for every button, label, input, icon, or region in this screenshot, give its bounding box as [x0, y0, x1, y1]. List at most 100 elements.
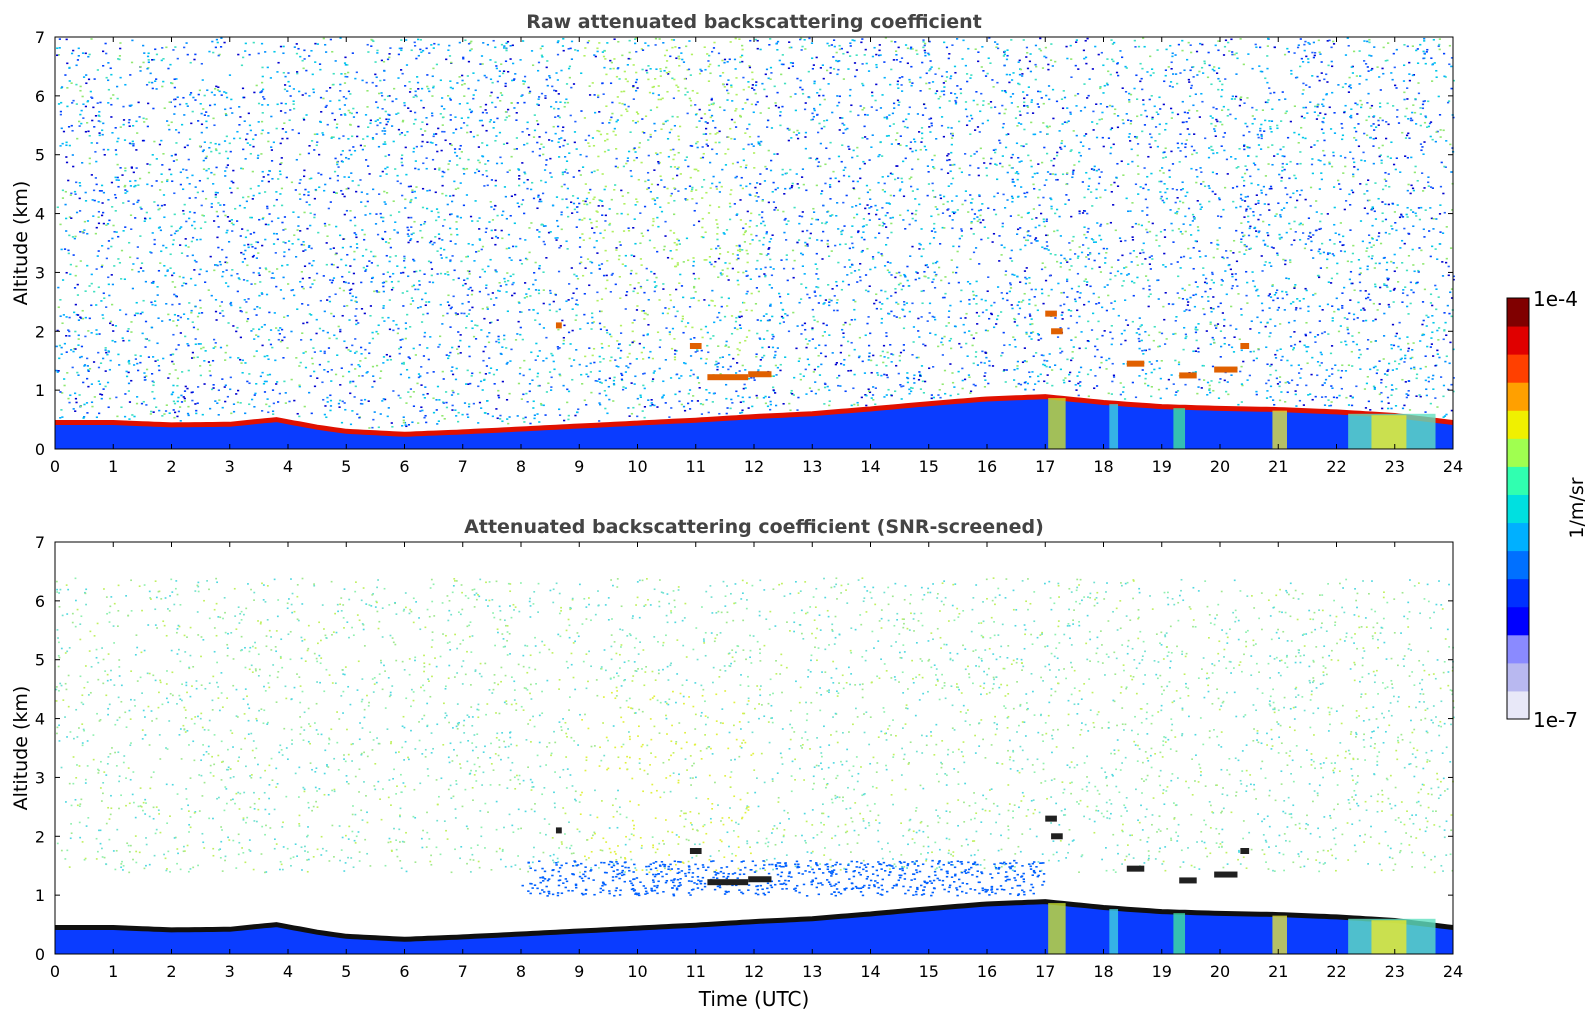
raw-noise-pixel [287, 72, 290, 74]
raw-noise-pixel [791, 65, 794, 68]
raw-noise-pixel [1074, 253, 1077, 255]
raw-noise-pixel [1448, 312, 1451, 315]
raw-noise-pixel [770, 375, 773, 377]
raw-noise-pixel [469, 215, 473, 218]
raw-noise-pixel [1347, 44, 1350, 47]
raw-noise-pixel [523, 101, 526, 104]
raw-noise-pixel [1270, 246, 1274, 249]
raw-noise-pixel [897, 177, 900, 179]
raw-noise-pixel [493, 383, 496, 385]
raw-noise-pixel [471, 243, 474, 246]
raw-noise-pixel [728, 353, 731, 356]
raw-noise-pixel [1387, 368, 1390, 371]
raw-noise-pixel [281, 339, 284, 342]
raw-noise-pixel [77, 54, 80, 57]
raw-noise-pixel [750, 292, 753, 295]
raw-noise-pixel [521, 338, 524, 341]
panel-raw: Raw attenuated backscattering coefficien… [10, 11, 1463, 476]
raw-noise-pixel [1110, 324, 1113, 327]
raw-noise-pixel [1019, 227, 1022, 229]
raw-noise-pixel [254, 283, 257, 285]
raw-noise-pixel [1056, 229, 1059, 232]
raw-noise-pixel [1063, 96, 1067, 99]
raw-noise-pixel [468, 309, 471, 311]
raw-noise-pixel [266, 207, 269, 210]
raw-noise-pixel [486, 399, 489, 402]
raw-noise-pixel [94, 151, 97, 153]
raw-noise-pixel [248, 382, 251, 385]
raw-noise-pixel [111, 303, 114, 306]
raw-noise-pixel [1310, 240, 1313, 243]
raw-noise-pixel [730, 332, 734, 335]
raw-noise-pixel [701, 226, 704, 229]
raw-noise-pixel [545, 78, 548, 81]
raw-noise-pixel [517, 301, 520, 303]
raw-noise-pixel [482, 42, 485, 44]
raw-noise-pixel [881, 254, 884, 257]
raw-noise-pixel [120, 249, 124, 252]
raw-noise-pixel [114, 149, 118, 151]
raw-noise-pixel [1229, 268, 1232, 271]
raw-noise-pixel [1332, 151, 1335, 154]
raw-noise-pixel [412, 405, 416, 408]
raw-noise-pixel [1151, 116, 1154, 119]
raw-noise-pixel [1148, 288, 1151, 291]
raw-noise-pixel [1396, 116, 1399, 118]
raw-noise-pixel [243, 207, 246, 209]
raw-noise-pixel [1429, 302, 1433, 304]
raw-noise-pixel [1411, 74, 1414, 77]
raw-noise-pixel [1231, 187, 1235, 189]
raw-noise-pixel [477, 385, 480, 388]
raw-noise-pixel [624, 387, 627, 389]
raw-noise-pixel [1374, 318, 1377, 321]
raw-noise-pixel [110, 103, 113, 106]
raw-noise-pixel [509, 44, 512, 47]
raw-noise-pixel [1120, 160, 1123, 163]
raw-noise-pixel [1063, 303, 1066, 306]
raw-noise-pixel [710, 299, 713, 302]
raw-noise-pixel [744, 387, 747, 389]
raw-noise-pixel [921, 132, 924, 135]
raw-noise-pixel [1069, 111, 1072, 114]
raw-noise-pixel [621, 388, 625, 391]
raw-noise-pixel [746, 98, 749, 101]
raw-noise-pixel [319, 68, 322, 71]
raw-noise-pixel [1358, 83, 1361, 85]
raw-noise-pixel [161, 415, 164, 417]
raw-noise-pixel [724, 262, 727, 264]
raw-noise-pixel [1243, 200, 1247, 202]
raw-noise-pixel [412, 391, 415, 393]
raw-noise-pixel [645, 267, 648, 270]
raw-noise-pixel [785, 239, 788, 241]
raw-noise-pixel [365, 159, 368, 161]
raw-noise-pixel [1129, 140, 1132, 142]
raw-noise-pixel [456, 233, 459, 236]
raw-noise-pixel [983, 375, 986, 377]
raw-noise-pixel [638, 142, 642, 144]
raw-noise-pixel [1139, 80, 1142, 83]
raw-noise-pixel [1165, 197, 1168, 200]
raw-noise-pixel [598, 310, 602, 313]
raw-noise-pixel [628, 39, 631, 42]
raw-noise-pixel [260, 120, 264, 123]
raw-noise-pixel [494, 61, 497, 64]
raw-noise-pixel [1296, 298, 1299, 300]
raw-noise-pixel [345, 209, 349, 212]
raw-noise-pixel [385, 118, 388, 121]
raw-noise-pixel [295, 52, 299, 55]
raw-noise-pixel [1202, 364, 1205, 367]
raw-noise-pixel [101, 244, 104, 247]
raw-noise-pixel [1158, 367, 1161, 370]
raw-noise-pixel [507, 247, 511, 249]
raw-noise-pixel [83, 229, 86, 231]
raw-noise-pixel [696, 376, 699, 378]
raw-noise-pixel [611, 272, 614, 275]
raw-noise-pixel [947, 322, 950, 324]
raw-noise-pixel [850, 404, 853, 407]
raw-noise-pixel [114, 340, 117, 343]
raw-noise-pixel [1274, 215, 1277, 217]
raw-noise-pixel [492, 304, 496, 306]
raw-noise-pixel [83, 365, 86, 367]
raw-noise-pixel [491, 292, 494, 294]
raw-noise-pixel [1439, 129, 1442, 131]
